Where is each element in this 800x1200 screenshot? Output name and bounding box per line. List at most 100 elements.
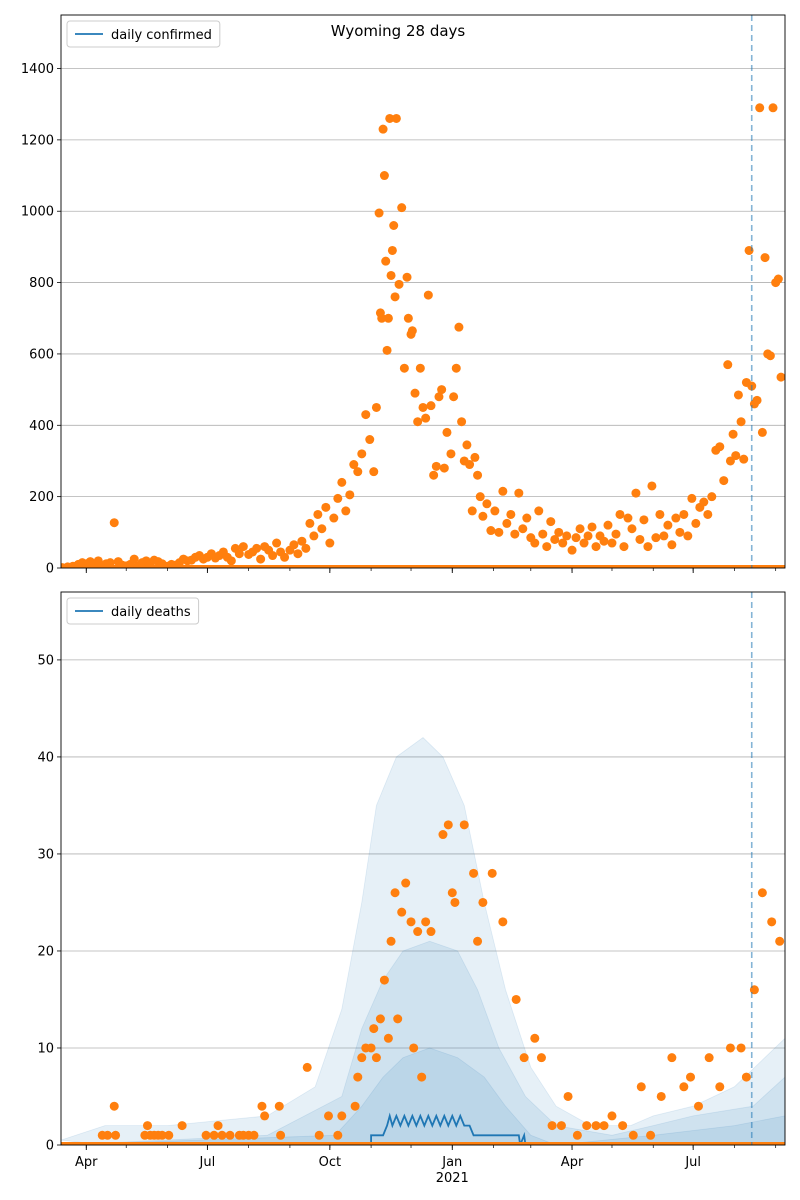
confirmed-point [733, 390, 743, 400]
confirmed-point [470, 452, 480, 462]
deaths-point [447, 888, 457, 898]
confirmed-point [538, 529, 548, 539]
confirmed-point [403, 313, 413, 323]
confirmed-point [667, 540, 677, 550]
confirmed-point [371, 402, 381, 412]
confirmed-point [442, 427, 452, 437]
deaths-point [393, 1014, 403, 1024]
confirmed-point [583, 531, 593, 541]
deaths-point [656, 1091, 666, 1101]
confirmed-point [739, 454, 749, 464]
deaths-band-middle [61, 940, 785, 1145]
deaths-point [498, 917, 508, 927]
confirmed-point [317, 524, 327, 534]
confirmed-point [390, 292, 400, 302]
confirmed-point [558, 538, 568, 548]
deaths-point [572, 1130, 582, 1140]
confirmed-point [473, 470, 483, 480]
confirmed-point [382, 345, 392, 355]
deaths-point [379, 975, 389, 985]
confirmed-point [413, 417, 423, 427]
deaths-point [438, 830, 448, 840]
confirmed-y-tick-label: 1200 [21, 133, 54, 148]
deaths-point [667, 1053, 677, 1063]
confirmed-point [397, 203, 407, 213]
deaths-legend-label: daily deaths [111, 605, 191, 620]
confirmed-legend: daily confirmed [66, 20, 221, 48]
deaths-point [274, 1101, 284, 1111]
deaths-x-tick-label: Apr [561, 1155, 584, 1170]
deaths-point [357, 1053, 367, 1063]
deaths-point [469, 868, 479, 878]
confirmed-point [289, 540, 299, 550]
deaths-point [213, 1121, 223, 1131]
confirmed-point [575, 524, 585, 534]
confirmed-point [719, 476, 729, 486]
confirmed-point [522, 513, 532, 523]
confirmed-point [272, 538, 282, 548]
confirmed-point [498, 486, 508, 496]
confirmed-point [379, 171, 389, 181]
confirmed-point [707, 492, 717, 502]
confirmed-point [391, 113, 401, 123]
deaths-point [217, 1130, 227, 1140]
confirmed-point [369, 467, 379, 477]
confirmed-point [378, 124, 388, 134]
confirmed-point [619, 542, 629, 552]
deaths-series-line [61, 1112, 785, 1145]
confirmed-point [639, 515, 649, 525]
deaths-x-tick-label: Jul [199, 1155, 216, 1170]
deaths-point [607, 1111, 617, 1121]
confirmed-point [325, 538, 335, 548]
confirmed-point [506, 509, 516, 519]
confirmed-point [297, 536, 307, 546]
deaths-point [757, 888, 767, 898]
confirmed-point [490, 506, 500, 516]
deaths-point [397, 907, 407, 917]
confirmed-point [671, 513, 681, 523]
deaths-point [487, 868, 497, 878]
confirmed-point [426, 401, 436, 411]
confirmed-point [482, 499, 492, 509]
confirmed-point [329, 513, 339, 523]
deaths-point [547, 1121, 557, 1131]
deaths-point [478, 897, 488, 907]
deaths-point [324, 1111, 334, 1121]
confirmed-point [357, 449, 367, 459]
deaths-point [693, 1101, 703, 1111]
confirmed-point [238, 542, 248, 552]
confirmed-point [530, 538, 540, 548]
confirmed-point [446, 449, 456, 459]
confirmed-y-tick-label: 600 [29, 347, 54, 362]
deaths-legend: daily deaths [66, 597, 200, 625]
confirmed-point [385, 113, 395, 123]
confirmed-point [381, 256, 391, 266]
confirmed-point [387, 245, 397, 255]
confirmed-point [755, 103, 765, 113]
confirmed-point [510, 529, 520, 539]
deaths-point [582, 1121, 592, 1131]
deaths-point [164, 1130, 174, 1140]
confirmed-point [478, 511, 488, 521]
deaths-point [406, 917, 416, 927]
confirmed-point [663, 520, 673, 530]
deaths-point [386, 936, 396, 946]
deaths-point [353, 1072, 363, 1082]
deaths-x-tick-label: Jul [684, 1155, 701, 1170]
deaths-point [375, 1014, 385, 1024]
deaths-point [257, 1101, 267, 1111]
confirmed-axes-frame [60, 14, 786, 569]
deaths-point [599, 1121, 609, 1131]
deaths-point [111, 1130, 121, 1140]
confirmed-point [309, 531, 319, 541]
deaths-point [767, 917, 777, 927]
deaths-point [679, 1082, 689, 1092]
confirmed-point [562, 531, 572, 541]
confirmed-point [256, 554, 266, 564]
confirmed-point [631, 488, 641, 498]
confirmed-point [374, 208, 384, 218]
confirmed-point [333, 493, 343, 503]
confirmed-point [475, 492, 485, 502]
confirmed-point [361, 410, 371, 420]
deaths-point [371, 1053, 381, 1063]
